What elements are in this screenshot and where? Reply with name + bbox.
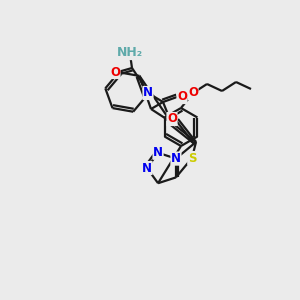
Text: O: O (110, 65, 120, 79)
Text: NH₂: NH₂ (117, 46, 143, 59)
Text: N: N (142, 161, 152, 175)
Text: N: N (143, 86, 153, 100)
Text: O: O (188, 86, 198, 100)
Text: N: N (171, 152, 181, 165)
Text: S: S (188, 152, 196, 164)
Text: O: O (177, 91, 187, 103)
Text: N: N (153, 146, 163, 159)
Text: O: O (167, 112, 177, 125)
